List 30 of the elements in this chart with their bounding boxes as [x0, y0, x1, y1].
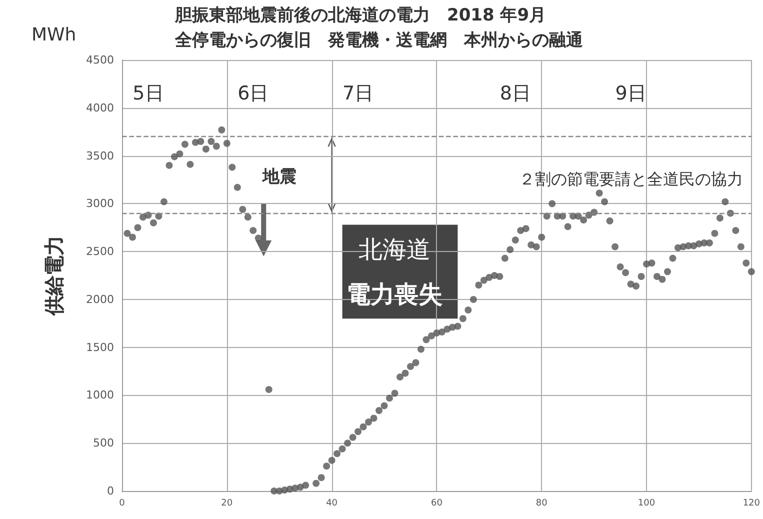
annotation: 6日 [238, 82, 269, 105]
x-tick-label: 0 [119, 498, 126, 508]
y-tick-label: 3500 [86, 149, 114, 162]
annotation: 9日 [615, 82, 646, 105]
y-tick-label: 4000 [86, 101, 114, 114]
y-tick-label: 3000 [86, 197, 114, 210]
y-axis-title: 供給電力 [42, 236, 66, 316]
annotation: 5日 [132, 82, 164, 105]
x-tick-label: 100 [638, 498, 656, 508]
y-tick-label: 2000 [86, 292, 114, 306]
x-tick-label: 120 [742, 498, 760, 508]
annotation: 8日 [500, 82, 531, 105]
y-tick-label: 1000 [86, 388, 114, 402]
text: MWh [31, 24, 76, 46]
x-tick-label: 20 [221, 498, 233, 508]
annotation: 電力喪失 [346, 280, 443, 309]
y-tick-label: 500 [93, 436, 114, 450]
annotation: ２割の節電要請と全道民の協力 [518, 169, 743, 188]
y-tick-label: 0 [107, 484, 114, 498]
annotation: 北海道 [358, 236, 431, 264]
x-tick-label: 60 [430, 498, 443, 508]
y-tick-label: 1500 [86, 340, 114, 354]
annotation: 7日 [342, 82, 374, 105]
chart-subtitle: 全停電からの復旧 発電機・送電網 本州からの融通 [174, 30, 583, 50]
y-tick-label: 4500 [86, 54, 114, 66]
y-tick-label: 2500 [86, 245, 114, 258]
annotation: 地震 [261, 166, 296, 187]
x-tick-label: 80 [536, 498, 548, 508]
x-tick-label: 40 [326, 498, 338, 508]
chart-title: 胆振東部地震前後の北海道の電力 2018 年9月 [174, 6, 546, 26]
